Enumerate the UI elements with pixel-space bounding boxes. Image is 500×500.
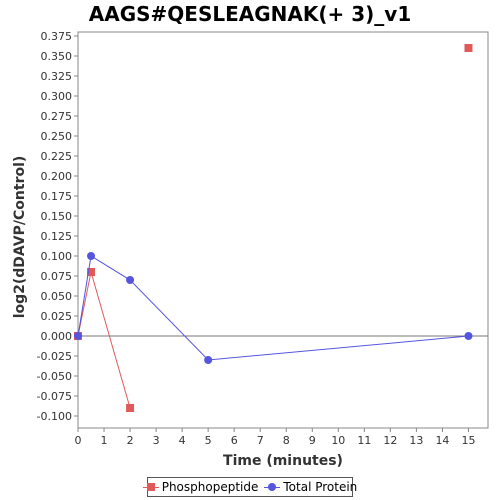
legend-item-total-protein: Total Protein <box>264 480 357 494</box>
series-total-protein <box>74 252 473 364</box>
y-tick-label: -0.100 <box>37 410 72 423</box>
y-tick-label: -0.025 <box>37 350 72 363</box>
data-point-total-protein <box>87 252 96 260</box>
x-tick-label: 4 <box>179 434 186 447</box>
x-tick-label: 7 <box>257 434 264 447</box>
y-tick-label: 0.325 <box>41 70 73 83</box>
x-tick-label: 14 <box>435 434 449 447</box>
y-tick-label: 0.100 <box>41 250 73 263</box>
x-axis-label: Time (minutes) <box>223 453 343 469</box>
legend-item-phosphopeptide: Phosphopeptide <box>142 480 259 494</box>
x-tick-label: 9 <box>309 434 316 447</box>
x-tick-label: 1 <box>101 434 108 447</box>
x-tick-label: 0 <box>75 434 82 447</box>
y-tick-label: 0.025 <box>41 310 73 323</box>
y-tick-label: 0.200 <box>41 170 73 183</box>
x-tick-label: 8 <box>283 434 290 447</box>
y-tick-label: 0.300 <box>41 90 73 103</box>
data-point-phosphopeptide <box>464 44 473 52</box>
square-marker-icon <box>142 482 159 492</box>
x-tick-label: 5 <box>205 434 212 447</box>
y-tick-label: 0.075 <box>41 270 73 283</box>
y-tick-label: -0.050 <box>37 370 72 383</box>
x-tick-label: 2 <box>127 434 134 447</box>
y-tick-label: 0.050 <box>41 290 73 303</box>
plot-frame <box>77 31 489 429</box>
data-point-phosphopeptide <box>87 268 96 276</box>
y-tick-label: 0.175 <box>41 190 73 203</box>
y-tick-label: 0.150 <box>41 210 73 223</box>
x-tick-label: 6 <box>231 434 238 447</box>
y-tick-label: 0.125 <box>41 230 73 243</box>
legend: Phosphopeptide Total Protein <box>142 477 357 497</box>
data-point-phosphopeptide <box>126 404 135 412</box>
legend-label-total-protein: Total Protein <box>283 480 358 494</box>
y-tick-label: 0.275 <box>41 110 73 123</box>
x-tick-label: 11 <box>357 434 371 447</box>
chart-title: AAGS#QESLEAGNAK(+ 3)_v1 <box>88 2 412 26</box>
y-tick-label: 0.225 <box>41 150 73 163</box>
x-tick-label: 12 <box>383 434 397 447</box>
data-point-total-protein <box>464 332 473 340</box>
y-tick-label: -0.075 <box>37 390 72 403</box>
y-tick-label: 0.000 <box>41 330 73 343</box>
data-point-total-protein <box>126 276 135 284</box>
x-tick-label: 3 <box>153 434 160 447</box>
circle-marker-icon <box>264 482 281 492</box>
x-tick-label: 10 <box>331 434 345 447</box>
legend-label-phosphopeptide: Phosphopeptide <box>161 480 259 494</box>
y-tick-label: 0.375 <box>41 30 73 43</box>
data-point-total-protein <box>204 356 213 364</box>
x-tick-label: 15 <box>461 434 475 447</box>
x-tick-label: 13 <box>409 434 423 447</box>
y-tick-label: 0.250 <box>41 130 73 143</box>
data-point-total-protein <box>74 332 82 340</box>
y-tick-label: 0.350 <box>41 50 73 63</box>
